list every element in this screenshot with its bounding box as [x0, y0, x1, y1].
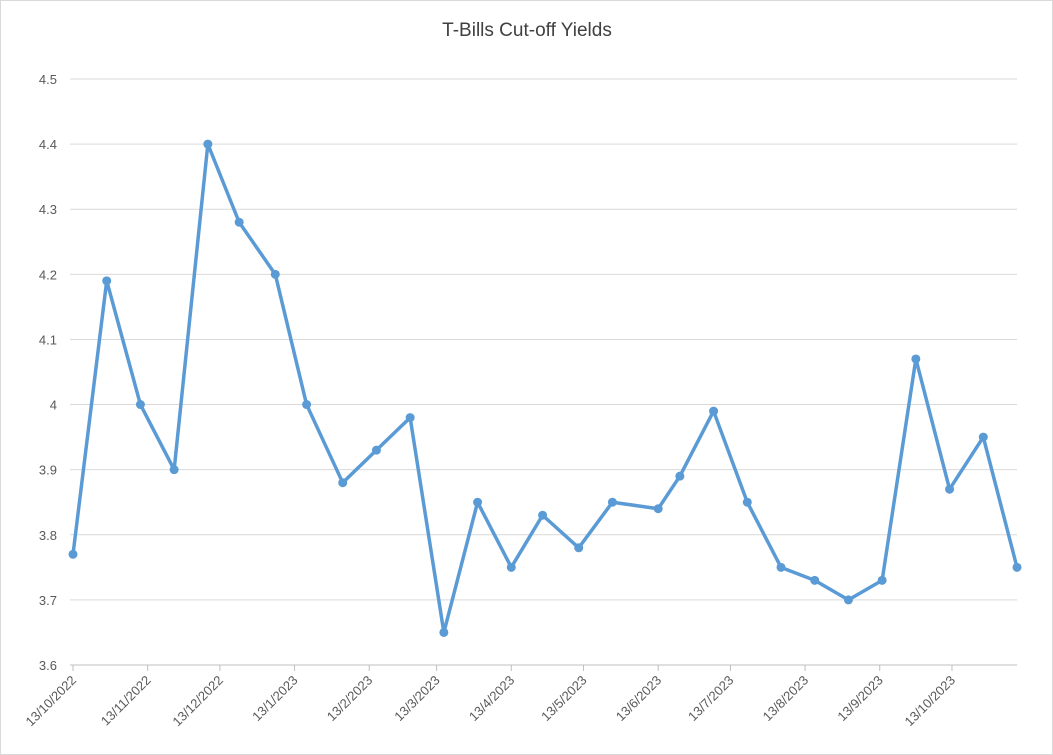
data-point	[439, 627, 449, 637]
y-tick-label: 3.6	[39, 658, 57, 673]
data-point	[810, 575, 820, 585]
data-point	[538, 510, 548, 520]
chart-title: T-Bills Cut-off Yields	[442, 20, 612, 41]
data-point	[203, 139, 213, 149]
y-tick-label: 4.3	[39, 202, 57, 217]
data-point	[978, 432, 988, 442]
data-point	[506, 562, 516, 572]
data-point	[68, 549, 78, 559]
data-point	[234, 217, 244, 227]
data-point	[405, 413, 415, 423]
data-point	[945, 484, 955, 494]
data-point	[776, 562, 786, 572]
y-tick-label: 4.1	[39, 332, 57, 347]
y-tick-label: 3.7	[39, 593, 57, 608]
y-tick-label: 3.9	[39, 463, 57, 478]
y-tick-label: 3.8	[39, 528, 57, 543]
data-point	[843, 595, 853, 605]
data-point	[1012, 562, 1022, 572]
y-tick-label: 4.4	[39, 137, 57, 152]
data-point	[169, 465, 179, 475]
data-point	[302, 400, 312, 410]
data-point	[742, 497, 752, 507]
data-point	[135, 400, 145, 410]
data-point	[371, 445, 381, 455]
y-tick-label: 4.5	[39, 72, 57, 87]
data-point	[270, 269, 280, 279]
data-point	[574, 543, 584, 553]
y-tick-label: 4.2	[39, 267, 57, 282]
y-tick-label: 4	[50, 398, 57, 413]
data-point	[102, 276, 112, 286]
data-point	[675, 471, 685, 481]
data-point	[338, 478, 348, 488]
data-point	[653, 504, 663, 514]
data-point	[607, 497, 617, 507]
data-point	[473, 497, 483, 507]
data-point	[911, 354, 921, 364]
data-point	[709, 406, 719, 416]
data-point	[877, 575, 887, 585]
